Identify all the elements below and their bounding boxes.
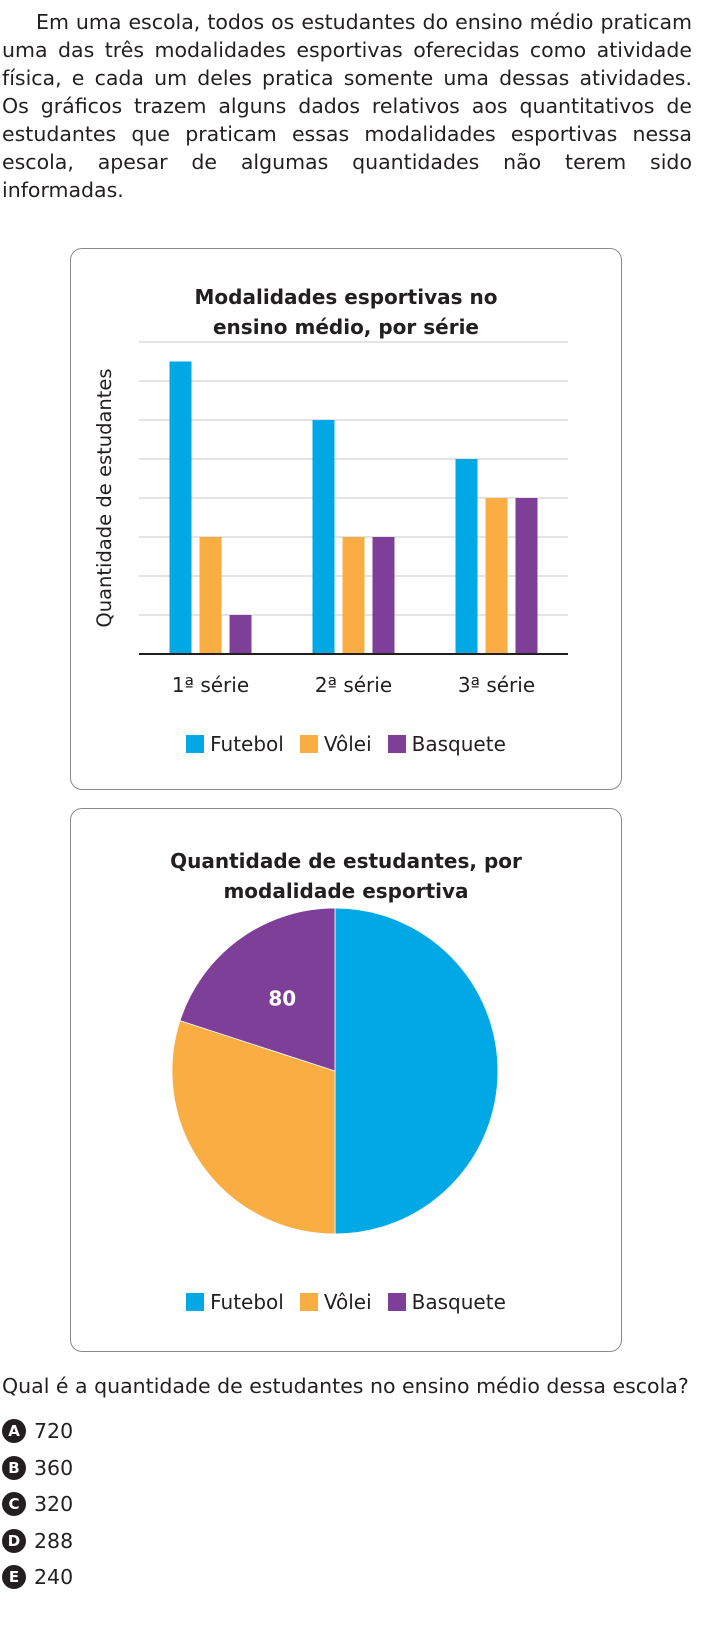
pie-legend-item-volei: Vôlei [299,1290,372,1314]
pie-slice-volei [171,1020,336,1235]
answer-options: A 720 B 360 C 320 D 288 E 240 [2,1413,73,1596]
pie-chart-panel: Quantidade de estudantes, por modalidade… [70,808,622,1352]
intro-text: Em uma escola, todos os estudantes do en… [2,10,692,202]
pie-chart: 80 [171,907,499,1235]
bar-chart-legend: Futebol Vôlei Basquete [71,732,621,756]
pie-legend-item-basquete: Basquete [387,1290,506,1314]
option-letter-e-icon: E [2,1565,26,1590]
option-b[interactable]: B 360 [2,1450,73,1487]
legend-swatch [299,735,318,753]
x-tick-label: 2ª série [315,673,392,697]
option-e[interactable]: E 240 [2,1559,73,1596]
pie-data-label: 80 [268,987,296,1011]
bar-chart-title-line-1: Modalidades esportivas no [194,285,498,309]
x-tick-label: 3ª série [458,673,535,697]
pie-chart-title-line-1: Quantidade de estudantes, por [170,849,522,873]
option-letter-b-icon: B [2,1455,26,1480]
bar-legend-item-volei: Vôlei [299,732,372,756]
bar-volei-3 [485,498,508,654]
bar-chart-title: Modalidades esportivas no ensino médio, … [71,282,621,342]
bar-legend-item-futebol: Futebol [186,732,284,756]
legend-label: Vôlei [323,1290,372,1314]
option-value: 360 [34,1455,74,1480]
bar-chart-title-line-2: ensino médio, por série [212,315,479,339]
option-value: 288 [34,1528,74,1553]
pie-legend-item-futebol: Futebol [186,1290,284,1314]
bar-futebol-2 [312,420,335,654]
bar-chart: 1ª série 2ª série 3ª série Quantidade de es… [93,341,568,697]
bar-basquete-1 [229,615,252,654]
option-value: 720 [34,1419,74,1444]
option-letter-d-icon: D [2,1528,26,1553]
legend-label: Futebol [210,732,284,756]
y-axis-label: Quantidade de estudantes [93,368,116,627]
x-tick-label: 1ª série [172,673,249,697]
legend-label: Futebol [210,1290,284,1314]
option-d[interactable]: D 288 [2,1523,73,1560]
option-letter-a-icon: A [2,1419,26,1444]
bar-legend-item-basquete: Basquete [387,732,506,756]
bar-basquete-2 [372,537,395,654]
bar-futebol-3 [455,459,478,654]
option-value: 240 [34,1565,74,1590]
option-a[interactable]: A 720 [2,1413,73,1450]
pie-chart-legend: Futebol Vôlei Basquete [71,1290,621,1314]
legend-label: Basquete [411,1290,506,1314]
legend-swatch [387,1293,406,1311]
bar-basquete-3 [515,498,538,654]
option-letter-c-icon: C [2,1492,26,1517]
pie-slice-basquete [179,907,336,1072]
pie-slice-futebol [334,907,499,1235]
option-c[interactable]: C 320 [2,1486,73,1523]
legend-label: Vôlei [323,732,372,756]
legend-swatch [186,1293,205,1311]
question-text: Qual é a quantidade de estudantes no ens… [2,1374,689,1398]
pie-chart-title: Quantidade de estudantes, por modalidade… [71,846,621,906]
bar-volei-2 [342,537,365,654]
pie-chart-title-line-2: modalidade esportiva [223,879,469,903]
legend-swatch [299,1293,318,1311]
legend-swatch [186,735,205,753]
bar-volei-1 [199,537,222,654]
legend-swatch [387,735,406,753]
bar-futebol-1 [169,361,192,654]
bar-chart-panel: Modalidades esportivas no ensino médio, … [70,248,622,790]
option-value: 320 [34,1492,74,1517]
legend-label: Basquete [411,732,506,756]
